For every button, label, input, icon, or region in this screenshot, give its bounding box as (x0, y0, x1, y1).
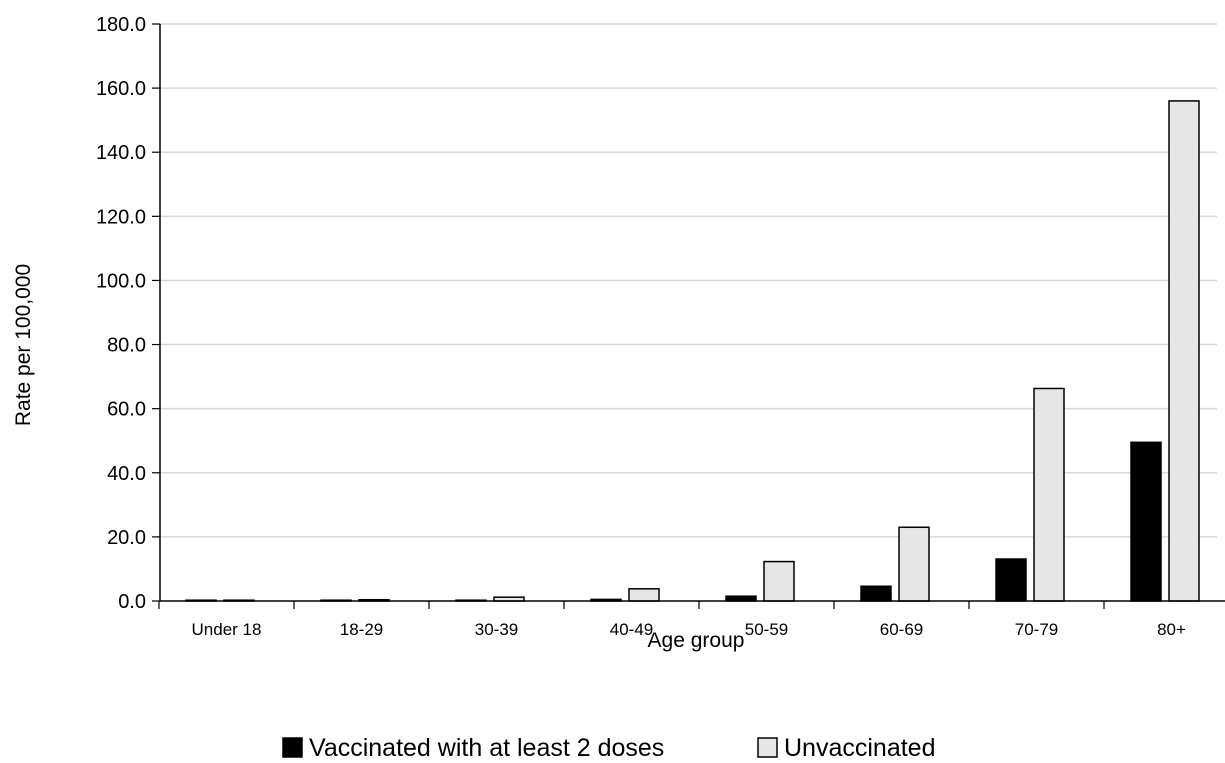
x-tick-label: 70-79 (1015, 620, 1058, 639)
bars (185, 100, 1200, 602)
legend-item-unvaccinated[interactable]: Unvaccinated (757, 734, 935, 762)
y-tick-label: 80.0 (107, 335, 146, 357)
bar (763, 560, 795, 602)
bar (898, 526, 930, 602)
x-tick-label: 60-69 (880, 620, 923, 639)
x-tick-label: 80+ (1157, 620, 1186, 639)
legend-item-vaccinated[interactable]: Vaccinated with at least 2 doses (282, 734, 664, 762)
axes (152, 23, 1225, 609)
bar (1130, 441, 1162, 602)
bar (628, 588, 660, 602)
bar (995, 558, 1027, 602)
legend: Vaccinated with at least 2 doses Unvacci… (282, 734, 935, 762)
y-tick-label: 20.0 (107, 527, 146, 549)
x-tick-label: 40-49 (610, 620, 653, 639)
legend-label-vaccinated: Vaccinated with at least 2 doses (309, 734, 664, 762)
y-tick-label: 160.0 (96, 78, 146, 100)
y-tick-label: 100.0 (96, 270, 146, 292)
y-tick-label: 60.0 (107, 399, 146, 421)
x-tick-label: 18-29 (340, 620, 383, 639)
legend-swatch-vaccinated (282, 737, 303, 758)
x-tick-labels: Under 18 18-29 30-39 40-49 50-59 60-69 70-79 80… (192, 620, 1186, 639)
y-tick-label: 40.0 (107, 463, 146, 485)
x-tick-label: 50-59 (745, 620, 788, 639)
legend-label-unvaccinated: Unvaccinated (784, 734, 935, 762)
gridlines (160, 23, 1217, 538)
y-tick-label: 180.0 (96, 14, 146, 36)
x-tick-label: Under 18 (192, 620, 262, 639)
bar (1033, 387, 1065, 602)
x-axis-title: Age group (648, 629, 745, 652)
bar (860, 585, 892, 602)
y-tick-labels: 0.0 20.0 40.0 60.0 80.0 100.0 120.0 140.0 160.0 1… (96, 14, 146, 613)
y-tick-label: 140.0 (96, 142, 146, 164)
x-tick-label: 30-39 (475, 620, 518, 639)
bar (1168, 100, 1200, 602)
y-tick-label: 120.0 (96, 206, 146, 228)
y-axis-title: Rate per 100,000 (12, 264, 35, 426)
legend-swatch-unvaccinated (757, 737, 778, 758)
y-tick-label: 0.0 (118, 591, 146, 613)
